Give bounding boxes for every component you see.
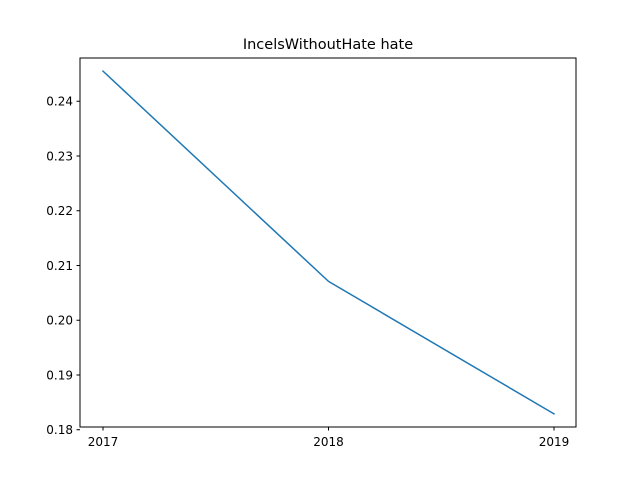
x-tick-label: 2017 [88, 435, 119, 449]
series-line-0 [101, 70, 556, 415]
x-axis: 2017 2018 2019 [88, 427, 570, 449]
y-tick-label: 0.23 [46, 149, 73, 163]
y-tick-label: 0.20 [46, 314, 73, 328]
x-tick-label: 2018 [313, 435, 344, 449]
series-layer [101, 70, 556, 415]
plot-frame [79, 57, 577, 428]
chart-title: IncelsWithoutHate hate [243, 37, 413, 53]
y-axis: 0.18 0.19 0.20 0.21 0.22 0.23 0.24 [46, 95, 80, 437]
y-tick-label: 0.24 [46, 95, 73, 109]
y-tick-label: 0.21 [46, 259, 73, 273]
y-tick-label: 0.22 [46, 204, 73, 218]
y-tick-label: 0.19 [46, 368, 73, 382]
y-tick-label: 0.18 [46, 423, 73, 437]
x-tick-label: 2019 [539, 435, 570, 449]
